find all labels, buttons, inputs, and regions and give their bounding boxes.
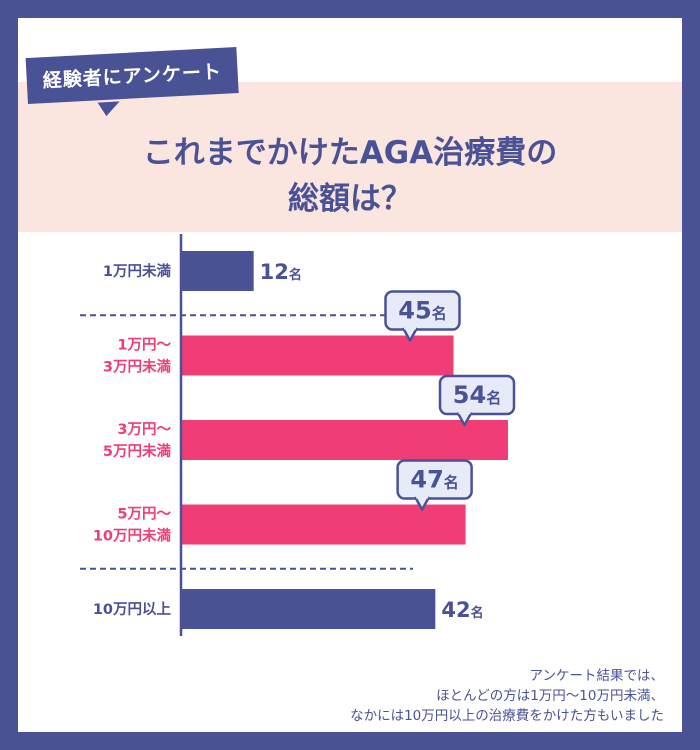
- bar-4: [181, 504, 466, 545]
- footnote-line-3: なかには10万円以上の治療費をかけた方もいました: [350, 708, 664, 724]
- category-label-5-line-1: 10万円以上: [93, 601, 172, 618]
- callout-box-3: [438, 374, 516, 416]
- category-label-3-line-2: 5万円未満: [103, 442, 172, 460]
- callout-tail-cover-4: [416, 495, 429, 499]
- frame: 経験者にアンケート これまでかけたAGA治療費の 総額は？ 1万円未満 12名 1万…: [18, 18, 682, 732]
- category-label-3: 3万円～ 5万円未満: [103, 421, 172, 460]
- value-label-5: 42名: [441, 598, 483, 622]
- category-label-3-line-1: 3万円～: [117, 421, 171, 438]
- value-unit-2: 名: [432, 305, 447, 323]
- chart-title-line-2: 総額は？: [288, 181, 412, 217]
- value-unit-4: 名: [444, 474, 459, 492]
- category-label-1: 1万円未満: [103, 262, 172, 280]
- category-label-5: 10万円以上: [93, 601, 172, 618]
- category-label-4: 5万円～ 10万円未満: [93, 506, 172, 545]
- value-number-4: 47: [410, 466, 443, 494]
- category-label-4-line-2: 10万円未満: [93, 527, 172, 545]
- footnote-line-2: ほとんどの方は1万円～10万円未満、: [436, 688, 664, 704]
- value-number-3: 54: [453, 381, 486, 409]
- callout-box-4: [396, 459, 473, 500]
- header-band: [18, 82, 682, 232]
- callout-tail-cover-2: [404, 326, 416, 330]
- value-label-3: 54名: [453, 381, 501, 409]
- bar-3: [181, 420, 508, 460]
- bar-5: [181, 589, 436, 629]
- value-label-2: 45名: [398, 297, 446, 325]
- value-label-1: 12名: [260, 260, 302, 284]
- value-label-4: 47名: [410, 466, 458, 494]
- value-unit-1: 名: [289, 267, 302, 283]
- value-unit-3: 名: [486, 389, 501, 407]
- value-number-1: 12: [260, 260, 289, 284]
- footnote: アンケート結果では、 ほとんどの方は1万円～10万円未満、 なかには10万円以上…: [350, 666, 664, 726]
- category-label-1-line-1: 1万円未満: [103, 262, 172, 280]
- chart-title-line-1: これまでかけたAGA治療費の: [142, 135, 558, 171]
- callout-tail-4: [414, 496, 431, 511]
- bar-2: [181, 335, 454, 376]
- survey-badge-tail: [97, 101, 121, 117]
- category-label-2-line-2: 3万円未満: [103, 358, 172, 376]
- bar-1: [181, 251, 254, 291]
- footnote-line-1: アンケート結果では、: [529, 668, 664, 684]
- value-unit-5: 名: [471, 605, 484, 621]
- value-number-2: 45: [398, 297, 431, 325]
- callout-box-2: [384, 290, 461, 331]
- category-label-2-line-1: 1万円～: [117, 337, 171, 354]
- category-label-4-line-1: 5万円～: [117, 506, 171, 523]
- callout-tail-3: [456, 411, 473, 427]
- chart-title: これまでかけたAGA治療費の 総額は？: [18, 130, 682, 222]
- category-label-2: 1万円～ 3万円未満: [103, 337, 172, 376]
- value-number-5: 42: [441, 598, 470, 622]
- callout-tail-cover-3: [458, 411, 471, 414]
- callout-tail-2: [401, 327, 419, 342]
